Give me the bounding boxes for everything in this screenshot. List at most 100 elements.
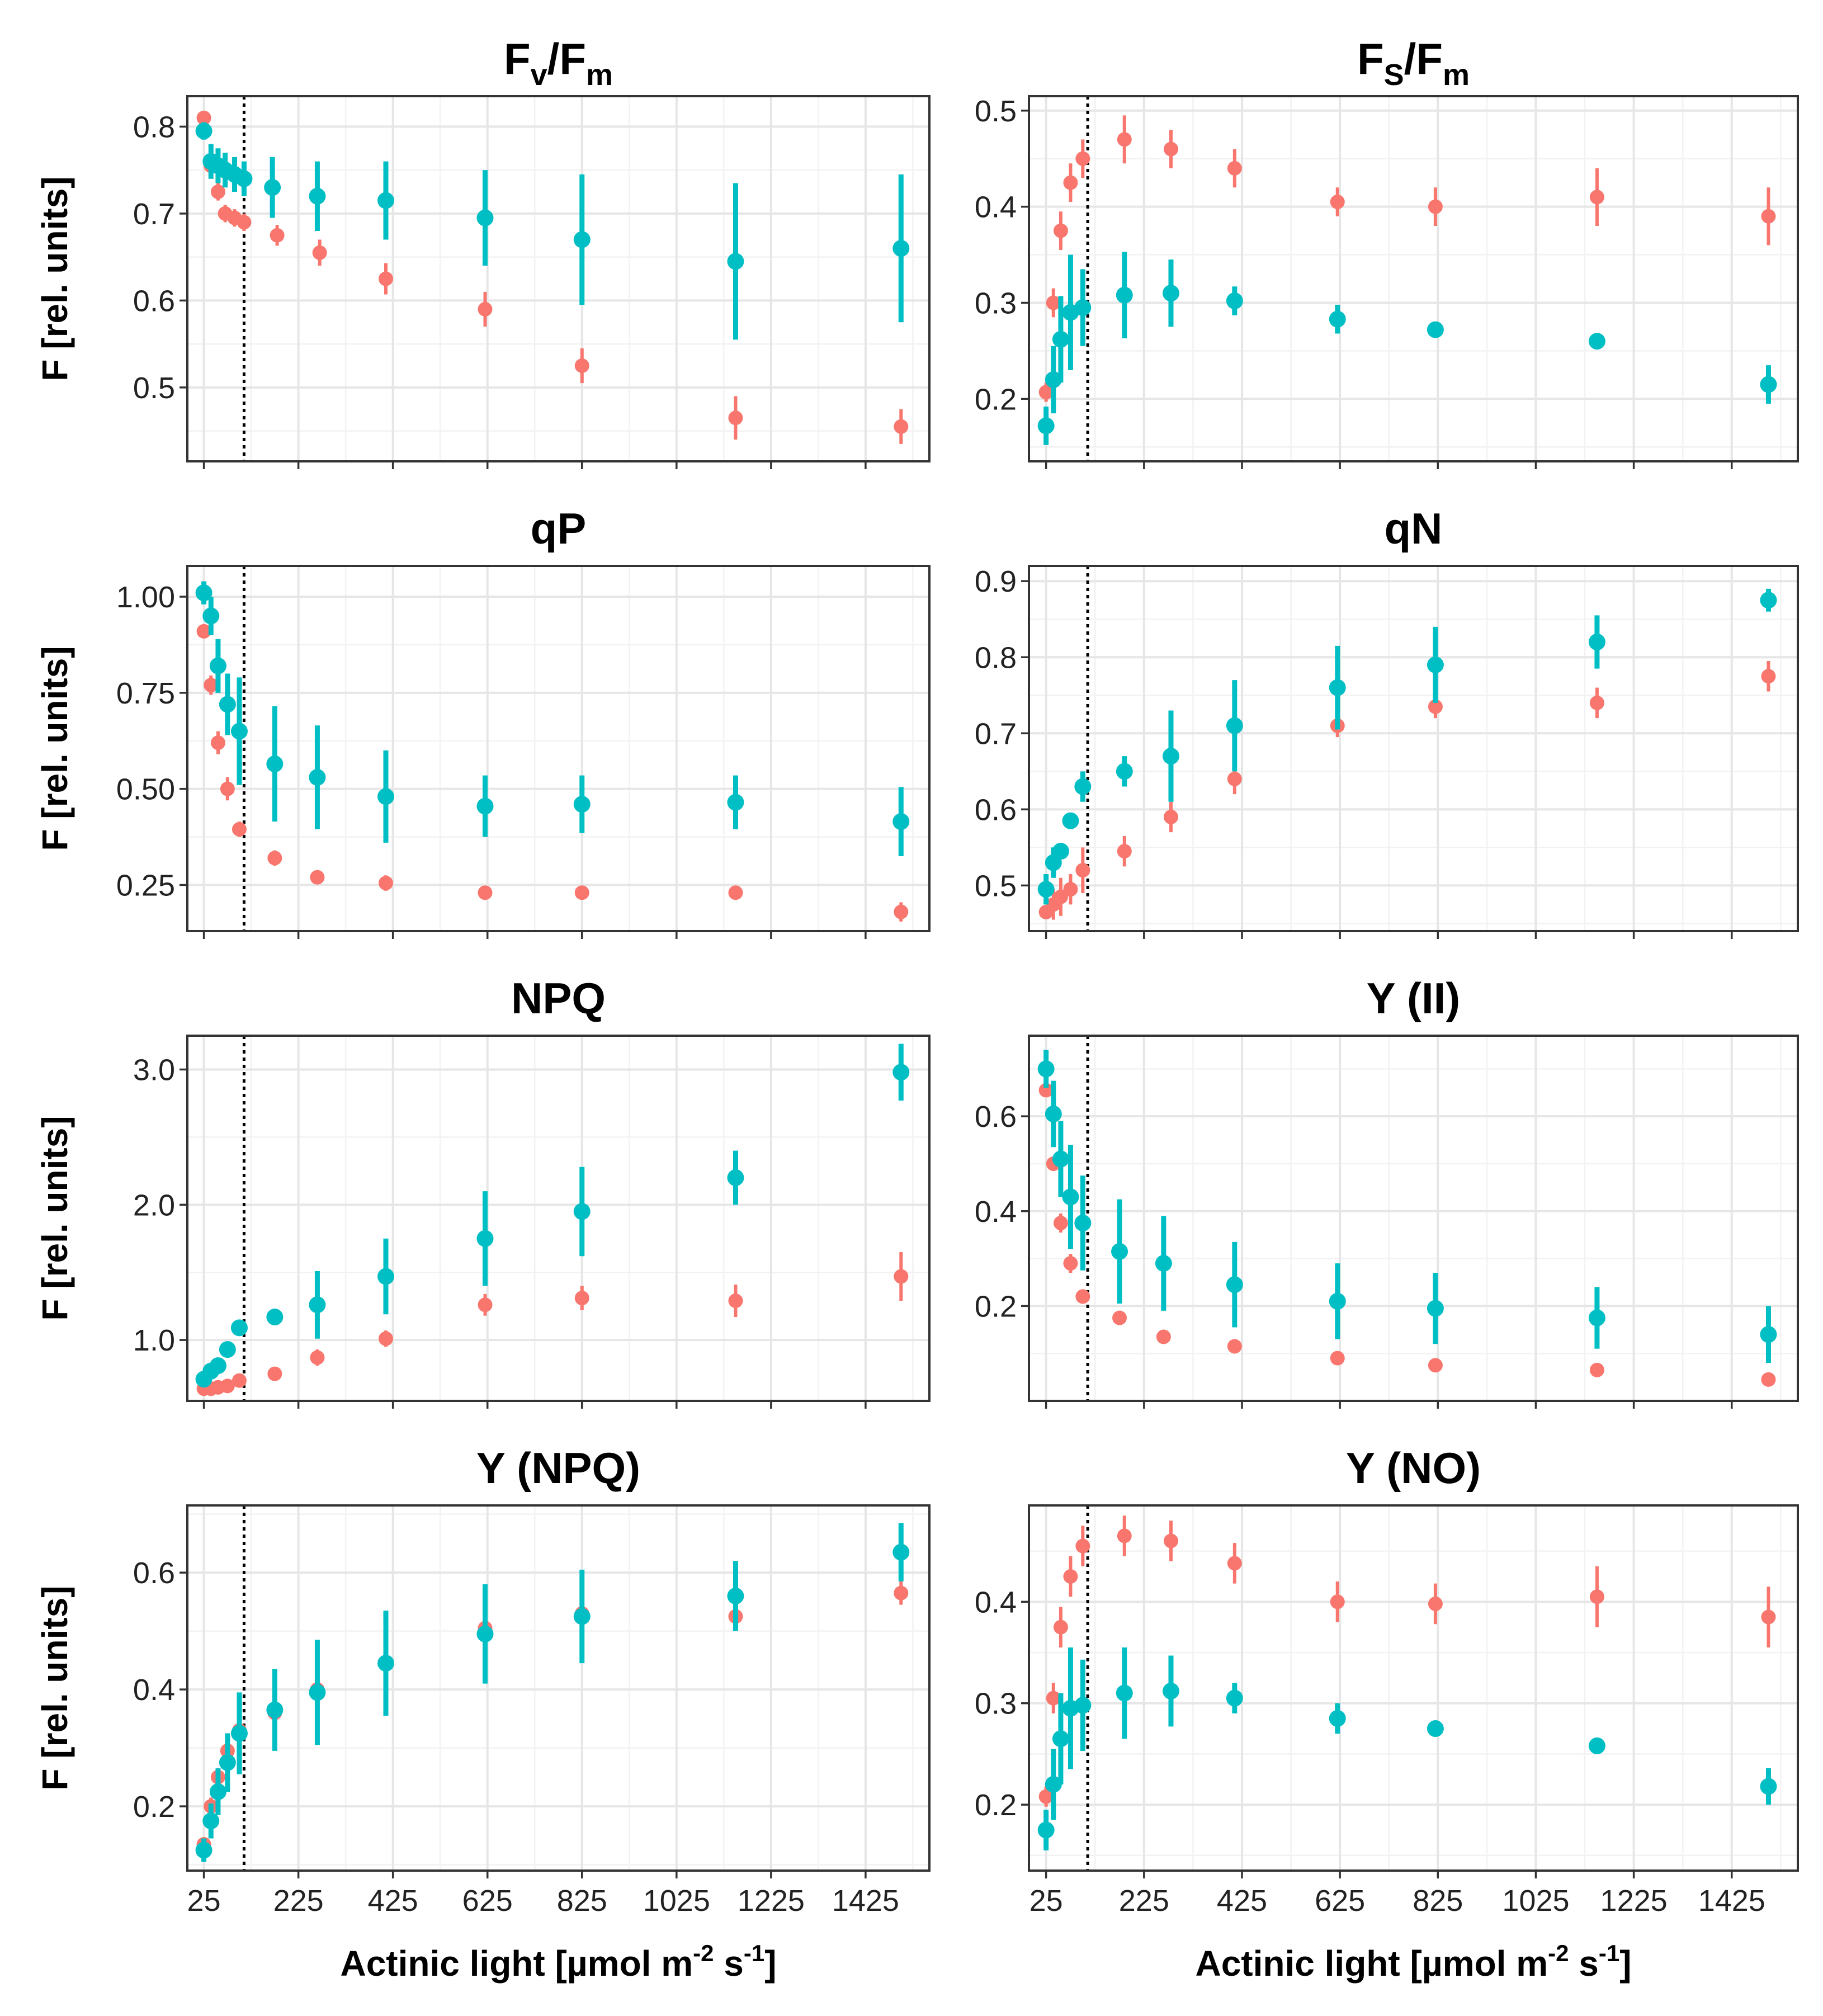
x-axis-label-text: s xyxy=(714,1943,743,1984)
y-tick-label: 0.4 xyxy=(975,191,1017,224)
data-point xyxy=(1037,1821,1055,1839)
data-point xyxy=(892,813,910,830)
y-tick-label: 2.0 xyxy=(133,1188,175,1222)
data-point xyxy=(235,170,253,187)
data-point xyxy=(378,1331,393,1346)
data-point xyxy=(195,584,212,602)
data-point xyxy=(209,657,226,674)
data-point xyxy=(210,185,225,200)
data-point xyxy=(1037,881,1055,898)
panel-title: Fv/Fm xyxy=(504,34,613,92)
data-point xyxy=(309,187,326,205)
panel-title: Y (NPQ) xyxy=(476,1443,640,1493)
data-point xyxy=(1117,132,1132,147)
data-point xyxy=(727,1169,744,1186)
data-point xyxy=(894,1269,909,1284)
data-point xyxy=(1589,1589,1604,1604)
data-point xyxy=(1163,1533,1178,1548)
panel-border xyxy=(1028,565,1799,932)
data-point xyxy=(1589,190,1604,205)
data-point xyxy=(1427,1720,1444,1738)
data-point xyxy=(1329,1292,1346,1310)
x-tick-label: 1025 xyxy=(643,1884,710,1918)
data-point xyxy=(1155,1255,1172,1272)
data-point xyxy=(1074,1697,1092,1714)
series-b xyxy=(1037,252,1777,445)
chart-panel-2: 0.2 0.3 0.4 0.5 FS/Fm xyxy=(975,34,1799,469)
data-point xyxy=(573,1608,591,1625)
x-tick-label: 225 xyxy=(273,1884,324,1918)
panel-title: qN xyxy=(1385,504,1443,553)
data-point xyxy=(230,723,248,740)
series-b xyxy=(1037,588,1777,905)
data-point xyxy=(1062,812,1079,829)
data-point xyxy=(1761,1372,1776,1387)
panel-title-sub: m xyxy=(586,58,613,92)
y-tick-label: 0.7 xyxy=(133,197,175,231)
data-point xyxy=(1428,199,1443,214)
plot-background xyxy=(187,566,929,931)
y-tick-label: 0.25 xyxy=(116,869,175,903)
data-point xyxy=(1428,1596,1443,1611)
y-tick-label: 0.2 xyxy=(975,1290,1017,1323)
data-point xyxy=(1053,223,1068,238)
x-axis-label: Actinic light [µmol m-2 s-1] xyxy=(1195,1940,1631,1984)
data-point xyxy=(894,904,909,919)
data-point xyxy=(478,1297,493,1312)
data-point xyxy=(1760,592,1777,609)
x-tick-label: 25 xyxy=(1029,1884,1063,1918)
x-axis-label-text: Actinic light [µmol m xyxy=(1195,1943,1548,1984)
data-point xyxy=(202,1812,220,1830)
data-point xyxy=(1117,844,1132,859)
data-point xyxy=(1052,1730,1069,1748)
y-tick-label: 0.5 xyxy=(975,95,1017,128)
data-point xyxy=(219,696,236,713)
data-point xyxy=(1329,310,1346,328)
series-a xyxy=(196,624,909,922)
data-point xyxy=(1116,763,1133,780)
series-b xyxy=(1037,1647,1777,1850)
data-point xyxy=(219,1754,236,1771)
chart-panel-3: 0.25 0.50 0.75 1.00 F [rel. units] qP xyxy=(35,504,931,939)
data-point xyxy=(1063,175,1078,190)
plot-background xyxy=(1029,566,1798,931)
data-point xyxy=(1588,333,1605,350)
panel-border xyxy=(1028,1504,1799,1872)
data-point xyxy=(1226,1276,1243,1293)
data-point xyxy=(892,240,910,257)
data-point xyxy=(1074,1214,1092,1231)
x-axis-label-text: ] xyxy=(1619,1943,1631,1984)
x-axis-label-text: ] xyxy=(764,1943,776,1984)
series-b xyxy=(195,581,910,856)
y-tick-label: 0.6 xyxy=(133,1556,175,1590)
y-axis-label: F [rel. units] xyxy=(35,176,75,381)
data-point xyxy=(1037,1060,1055,1078)
data-point xyxy=(573,231,591,248)
data-point xyxy=(1329,679,1346,696)
y-tick-label: 0.2 xyxy=(975,383,1017,416)
plot-background xyxy=(1029,1505,1798,1871)
data-point xyxy=(219,1341,236,1358)
data-point xyxy=(894,419,909,434)
x-axis-label-text: Actinic light [µmol m xyxy=(340,1943,693,1984)
data-point xyxy=(377,1268,394,1285)
y-tick-label: 0.75 xyxy=(116,677,175,710)
data-point xyxy=(377,192,394,209)
data-point xyxy=(1227,1339,1242,1354)
data-point xyxy=(266,755,284,772)
plot-background xyxy=(1029,96,1798,461)
panel-border xyxy=(186,565,931,932)
data-point xyxy=(574,1291,589,1306)
data-point xyxy=(476,1625,494,1642)
panel-title-sub: v xyxy=(531,58,547,92)
data-point xyxy=(728,1293,743,1309)
data-point xyxy=(478,301,493,317)
x-axis-label-sup: -2 xyxy=(1548,1940,1569,1966)
data-point xyxy=(1046,295,1061,310)
data-point xyxy=(1112,1310,1127,1325)
data-point xyxy=(1052,1150,1069,1168)
data-point xyxy=(1428,1358,1443,1373)
x-tick-label: 1025 xyxy=(1502,1884,1569,1918)
data-point xyxy=(1038,385,1054,400)
data-point xyxy=(1074,299,1092,317)
